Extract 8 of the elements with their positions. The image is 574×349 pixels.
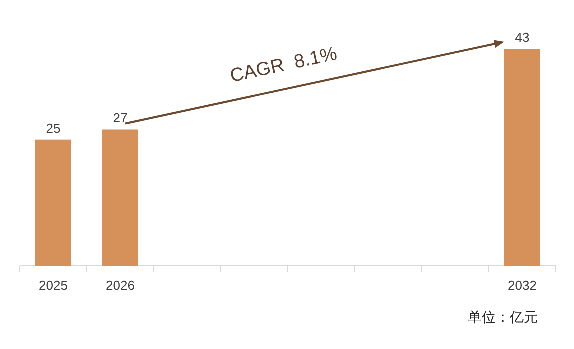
data-label: 27 [113,110,128,126]
annotation: CAGR 8.1% [228,44,340,88]
x-tick-label: 2025 [39,278,68,293]
x-tick-label: 2026 [106,278,135,293]
x-tick-label: 2032 [508,278,537,293]
data-label: 43 [515,30,530,45]
text: 单位：亿元 [468,309,538,325]
data-label: 25 [46,120,61,136]
